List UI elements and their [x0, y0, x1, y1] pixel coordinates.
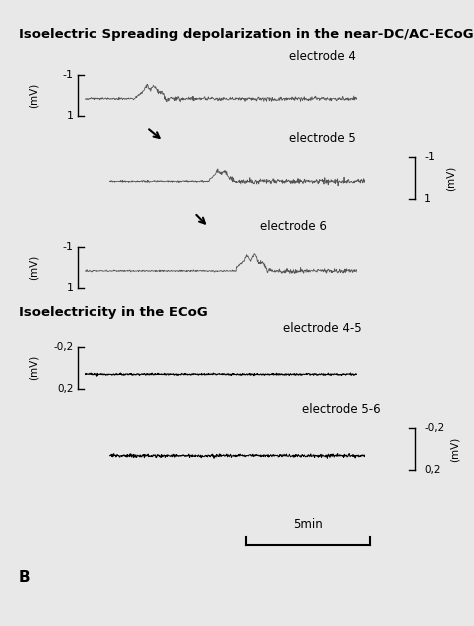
Text: (mV): (mV) [28, 83, 38, 108]
Text: electrode 4: electrode 4 [289, 49, 356, 63]
Text: 1: 1 [66, 284, 73, 294]
Text: 1: 1 [424, 194, 431, 204]
Text: 0,2: 0,2 [57, 384, 73, 394]
Text: -0,2: -0,2 [424, 423, 445, 433]
Text: -1: -1 [424, 152, 435, 162]
Text: (mV): (mV) [445, 165, 456, 191]
Text: 1: 1 [66, 111, 73, 121]
Text: electrode 5: electrode 5 [289, 132, 356, 145]
Text: electrode 5-6: electrode 5-6 [302, 403, 381, 416]
Text: electrode 6: electrode 6 [260, 220, 328, 233]
Text: 0,2: 0,2 [424, 465, 441, 475]
Text: -1: -1 [63, 69, 73, 80]
Text: B: B [19, 570, 31, 585]
Text: 5min: 5min [293, 518, 323, 531]
Text: electrode 4-5: electrode 4-5 [283, 322, 362, 335]
Text: Isoelectricity in the ECoG: Isoelectricity in the ECoG [19, 306, 208, 319]
Text: -1: -1 [63, 242, 73, 252]
Text: Isoelectric Spreading depolarization in the near-DC/AC-ECoG: Isoelectric Spreading depolarization in … [19, 28, 474, 41]
Text: (mV): (mV) [450, 436, 460, 462]
Text: (mV): (mV) [28, 255, 38, 280]
Text: -0,2: -0,2 [53, 342, 73, 352]
Text: (mV): (mV) [28, 355, 38, 381]
